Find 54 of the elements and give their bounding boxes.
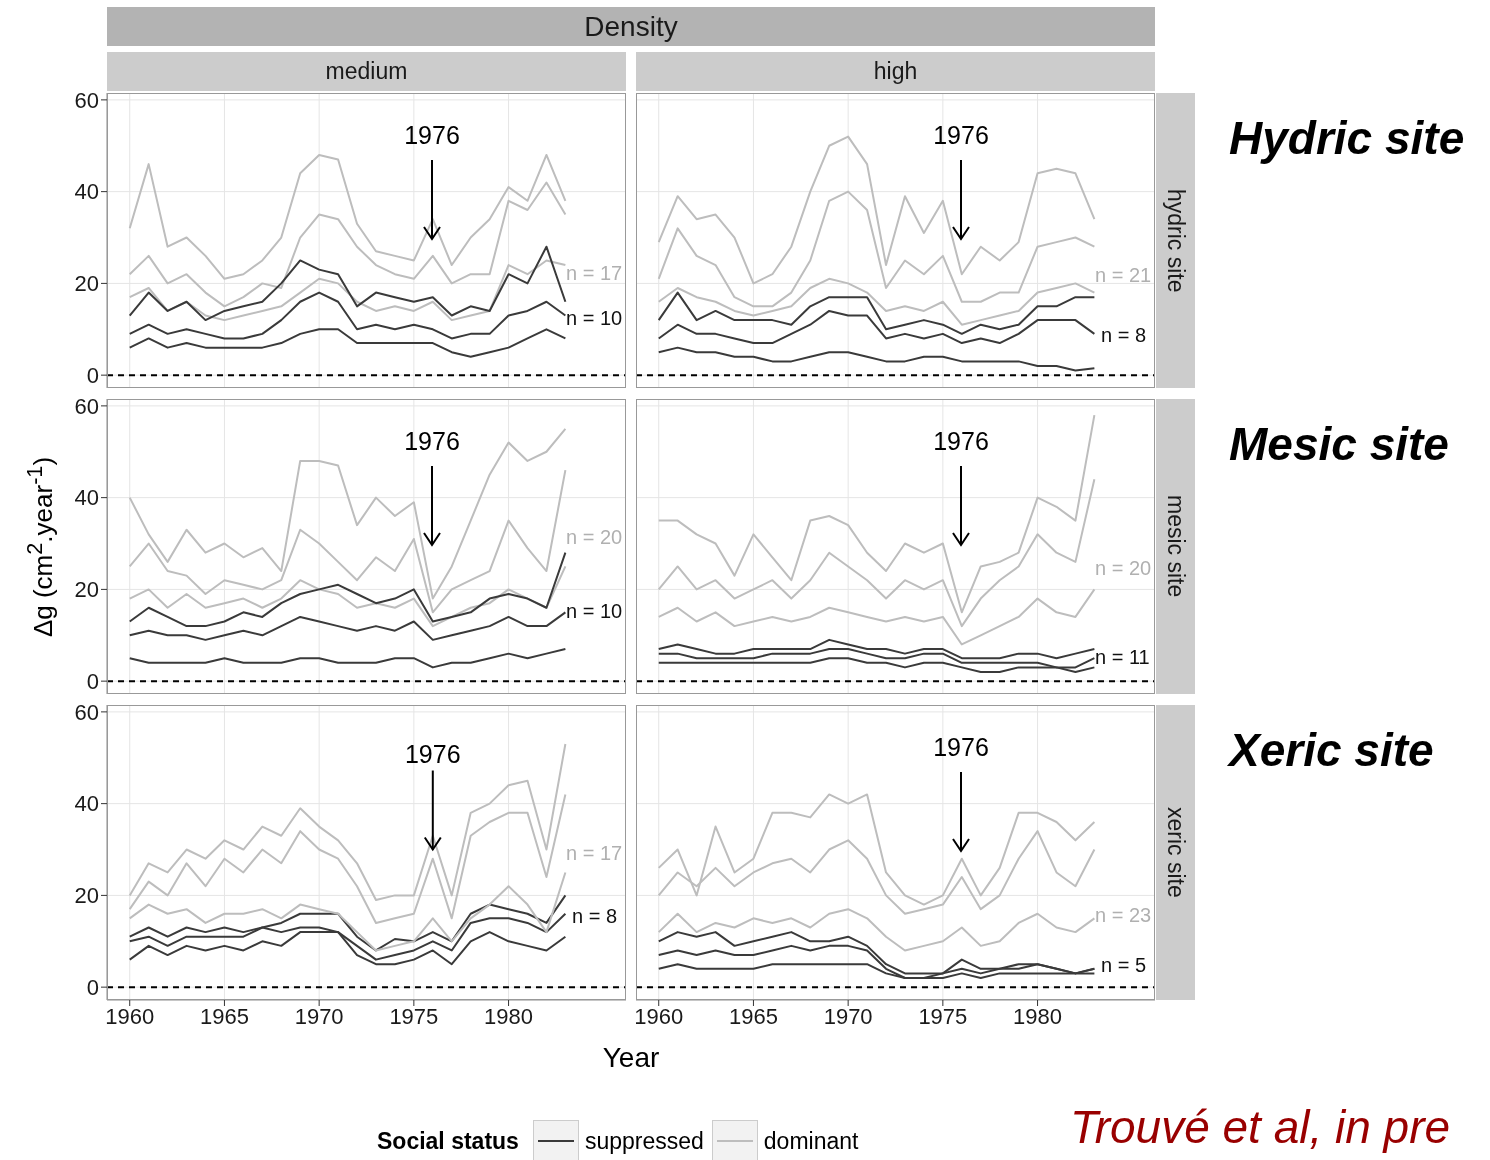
y2-axis-title: hydric site: [1162, 188, 1189, 293]
text: Trouvé et al, in pre: [1070, 1100, 1451, 1154]
y-tick-label: 40: [74, 791, 99, 817]
annotation: n = 17: [566, 262, 623, 285]
x-tick-label: 1975: [918, 1003, 968, 1029]
y2-axis-title: xeric site: [1162, 807, 1189, 898]
annotation: n = 11: [1095, 646, 1150, 669]
y-tick-label: 20: [74, 271, 99, 297]
x-tick-label: 1965: [199, 1003, 249, 1029]
y-tick-label: 60: [74, 393, 99, 419]
annotation: 1976: [403, 121, 461, 150]
y-tick-label: 40: [74, 179, 99, 205]
annotation: n = 10: [566, 307, 623, 330]
x-tick-label: 1970: [294, 1003, 344, 1029]
chart-title: medium: [107, 52, 626, 91]
annotation: 1976: [932, 733, 990, 762]
annotation: 1976: [932, 427, 990, 456]
annotation: n = 8: [1101, 324, 1147, 347]
x-tick-label: 1980: [1013, 1003, 1063, 1029]
annotation: n = 23: [1095, 904, 1152, 927]
chart-title: high: [636, 52, 1155, 91]
y2-axis-title: mesic site: [1162, 495, 1189, 598]
x-tick-label: 1960: [105, 1003, 155, 1029]
x-tick-label: 1960: [634, 1003, 684, 1029]
text: Hydric site: [1229, 110, 1465, 165]
y-tick-label: 0: [86, 362, 99, 388]
text: Mesic site: [1229, 416, 1449, 471]
legend-title: Social status: [377, 1127, 519, 1155]
x-axis-title: Year: [601, 1042, 661, 1074]
y-tick-label: 0: [86, 974, 99, 1000]
y-tick-label: 20: [74, 883, 99, 909]
y-tick-label: 0: [86, 668, 99, 694]
annotation: n = 8: [572, 905, 618, 928]
annotation: n = 10: [566, 600, 623, 623]
annotation: n = 20: [566, 526, 623, 549]
annotation: n = 21: [1095, 264, 1152, 287]
annotation: n = 17: [566, 842, 623, 865]
text: Xeric site: [1229, 722, 1434, 777]
chart-subtitle: Density: [107, 7, 1155, 46]
x-tick-label: 1965: [728, 1003, 778, 1029]
annotation: n = 20: [1095, 557, 1152, 580]
annotation: 1976: [403, 427, 461, 456]
y-tick-label: 40: [74, 485, 99, 511]
annotation: 1976: [932, 121, 990, 150]
y-tick-label: 60: [74, 87, 99, 113]
annotation: 1976: [404, 739, 461, 768]
x-tick-label: 1980: [484, 1003, 534, 1029]
legend-label: dominant: [763, 1127, 859, 1155]
x-tick-label: 1970: [823, 1003, 873, 1029]
annotation: n = 5: [1101, 954, 1147, 977]
x-tick-label: 1975: [389, 1003, 439, 1029]
y-tick-label: 20: [74, 577, 99, 603]
legend-label: suppressed: [584, 1127, 704, 1155]
y-tick-label: 60: [74, 699, 99, 725]
